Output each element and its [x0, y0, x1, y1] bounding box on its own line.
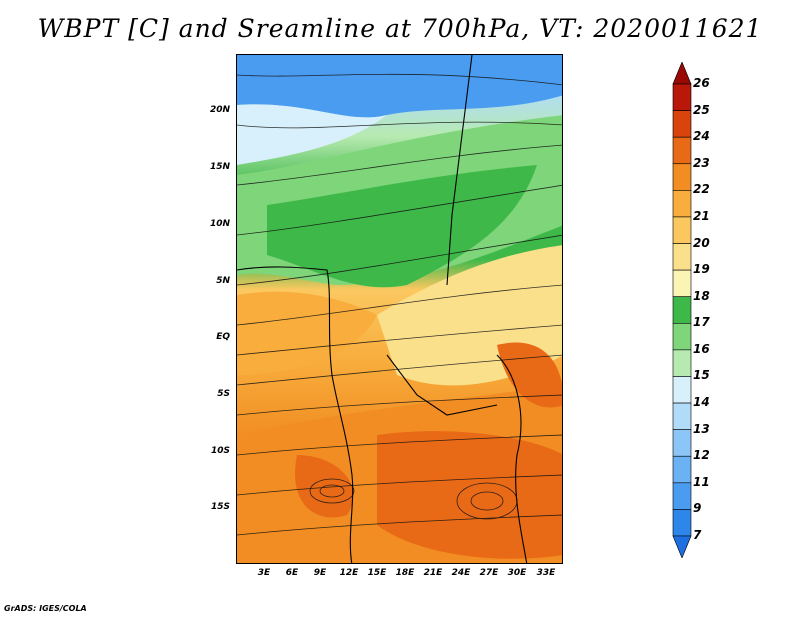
lon-label-33e: 33E	[536, 568, 556, 578]
colorbar-segment	[672, 482, 692, 510]
colorbar-segment	[672, 243, 692, 271]
colorbar-segment	[672, 190, 692, 218]
colorbar-label: 18	[693, 288, 710, 303]
map-title: WBPT [C] and Sreamline at 700hPa, VT: 20…	[37, 14, 763, 43]
colorbar-segment	[672, 535, 692, 558]
colorbar-label: 16	[693, 341, 710, 356]
credit-text: GrADS: IGES/COLA	[4, 604, 87, 613]
colorbar-label: 25	[693, 102, 710, 117]
map-panel	[236, 54, 563, 564]
colorbar-segment	[672, 62, 692, 85]
colorbar-label: 20	[693, 235, 710, 250]
lat-label-5n: 5N	[216, 276, 230, 286]
colorbar-label: 13	[693, 421, 710, 436]
colorbar-segment	[672, 83, 692, 111]
colorbar-label: 19	[693, 262, 710, 277]
lat-label-15s: 15S	[210, 502, 230, 512]
lon-label-18e: 18E	[395, 568, 415, 578]
colorbar-segment	[672, 110, 692, 138]
colorbar-label: 12	[693, 448, 710, 463]
lat-label-20n: 20N	[209, 105, 230, 115]
lon-label-30e: 30E	[507, 568, 527, 578]
lon-label-24e: 24E	[451, 568, 471, 578]
lon-label-6e: 6E	[285, 568, 299, 578]
colorbar-segment	[672, 455, 692, 484]
colorbar-label: 17	[693, 315, 710, 330]
map-field	[237, 55, 562, 563]
colorbar-segment	[672, 296, 692, 324]
colorbar-label: 14	[693, 395, 710, 410]
colorbar-segment	[672, 509, 692, 537]
lon-label-15e: 15E	[367, 568, 387, 578]
colorbar-segment	[672, 136, 692, 165]
colorbar-segment	[672, 429, 692, 457]
colorbar-segment	[672, 216, 692, 244]
lon-label-12e: 12E	[339, 568, 359, 578]
colorbar	[672, 62, 692, 558]
colorbar-label: 26	[693, 76, 710, 90]
colorbar-label: 24	[693, 129, 710, 144]
colorbar-segment	[672, 376, 692, 404]
colorbar-segment	[672, 402, 692, 430]
colorbar-segment	[672, 322, 692, 351]
lon-label-9e: 9E	[313, 568, 327, 578]
colorbar-segment	[672, 269, 692, 298]
lon-label-21e: 21E	[423, 568, 443, 578]
lon-label-3e: 3E	[257, 568, 271, 578]
colorbar-segment	[672, 349, 692, 377]
colorbar-segment	[672, 163, 692, 191]
lat-label-15n: 15N	[209, 162, 230, 172]
lat-label-5s: 5S	[217, 389, 230, 399]
colorbar-label: 21	[693, 208, 710, 223]
lon-label-27e: 27E	[479, 568, 499, 578]
colorbar-label: 15	[693, 368, 710, 383]
colorbar-label: 7	[693, 528, 702, 542]
lat-label-10n: 10N	[209, 219, 230, 229]
colorbar-label: 22	[693, 182, 710, 197]
colorbar-label: 11	[693, 474, 710, 489]
colorbar-label: 9	[693, 501, 702, 516]
colorbar-label: 23	[693, 155, 710, 170]
lat-label-10s: 10S	[210, 446, 230, 456]
lat-label-eq: EQ	[216, 332, 230, 342]
